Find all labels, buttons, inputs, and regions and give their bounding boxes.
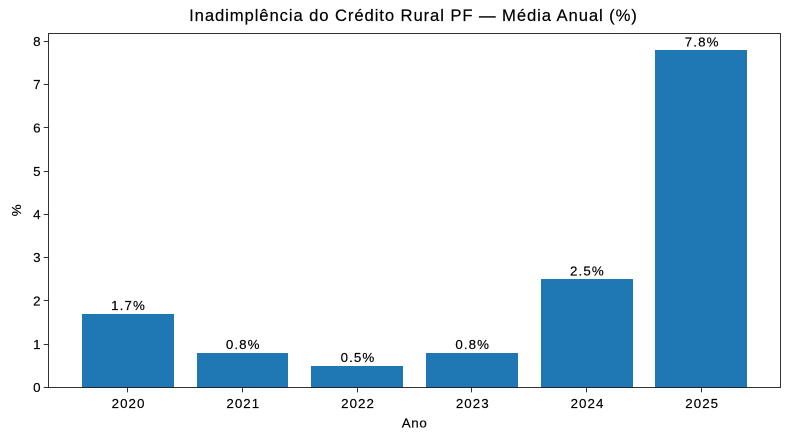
svg-text:2.5%: 2.5% <box>570 263 605 278</box>
svg-text:3: 3 <box>33 250 40 265</box>
svg-text:2025: 2025 <box>685 396 719 411</box>
svg-text:1.7%: 1.7% <box>111 298 146 313</box>
svg-text:0.8%: 0.8% <box>455 337 490 352</box>
svg-text:%: % <box>9 204 24 216</box>
svg-text:2022: 2022 <box>341 396 375 411</box>
svg-text:2021: 2021 <box>226 396 260 411</box>
svg-text:2020: 2020 <box>112 396 146 411</box>
svg-text:8: 8 <box>33 34 40 49</box>
svg-text:2024: 2024 <box>571 396 605 411</box>
svg-text:2023: 2023 <box>456 396 490 411</box>
svg-text:0.8%: 0.8% <box>226 337 261 352</box>
svg-text:7.8%: 7.8% <box>685 34 720 49</box>
svg-text:6: 6 <box>33 120 40 135</box>
svg-text:4: 4 <box>33 207 41 222</box>
svg-text:5: 5 <box>33 164 40 179</box>
svg-text:Ano: Ano <box>402 416 428 431</box>
svg-text:7: 7 <box>33 77 40 92</box>
svg-text:0.5%: 0.5% <box>341 350 376 365</box>
svg-text:0: 0 <box>33 380 40 395</box>
svg-text:Inadimplência do Crédito Rural: Inadimplência do Crédito Rural PF — Médi… <box>189 6 638 25</box>
svg-text:1: 1 <box>33 337 40 352</box>
svg-text:2: 2 <box>33 293 40 308</box>
